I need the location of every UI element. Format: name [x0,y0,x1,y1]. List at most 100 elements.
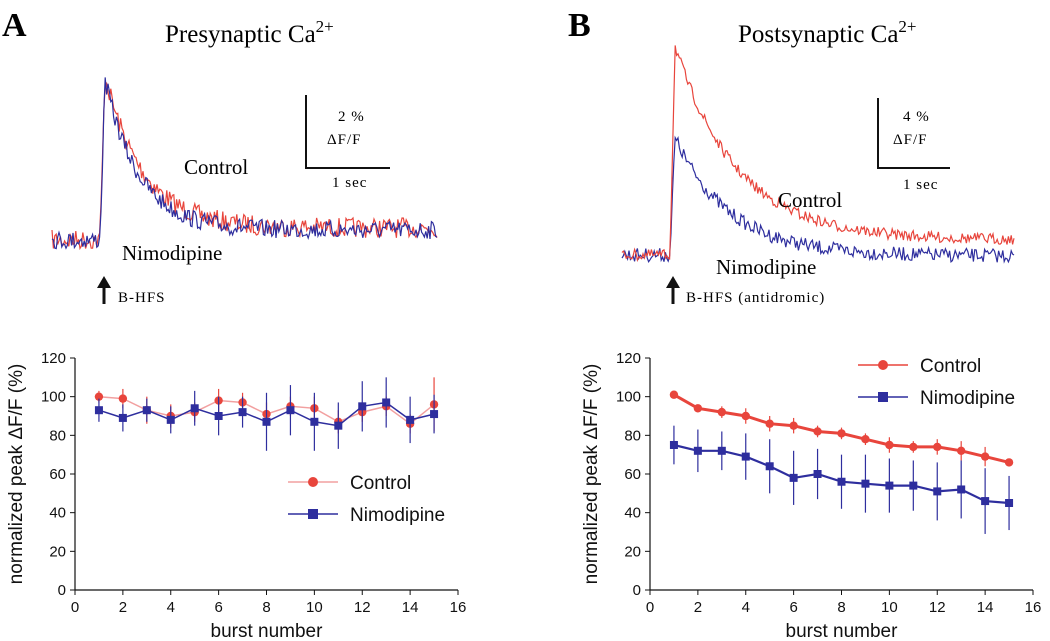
x-tick-label: 4 [167,599,175,616]
nimodipine-point [669,441,678,449]
y-tick-label: 100 [616,389,641,406]
trace-a-nimodipine [51,77,438,250]
control-point [909,442,918,452]
x-tick-label: 6 [214,599,222,616]
x-tick-label: 10 [306,599,323,616]
chart-a: 0 20 40 60 80 100 120 0 2 4 6 8 10 12 14 16 burst number… [6,350,466,641]
nimodipine-point [214,412,223,420]
control-point [94,392,104,401]
control-point [118,394,128,403]
nimodipine-point [358,402,367,411]
nimodipine-point [861,479,870,488]
control-point [693,404,703,413]
x-tick-label: 8 [262,599,270,616]
nimodipine-point [166,415,175,424]
y-tick-label: 80 [624,427,641,444]
panel-letter-a: A [2,7,27,44]
y-tick-label: 60 [624,466,641,483]
panel-b-title: Postsynaptic Ca2+ [738,17,917,48]
legend-marker-control [308,477,318,487]
up-arrow-icon [97,276,111,304]
scale-bar-unit-b: ΔF/F [893,132,928,148]
scale-bar-lines [305,95,390,169]
nimodipine-point [382,398,391,407]
x-tick-label: 16 [1025,599,1042,616]
nimodipine-point [262,417,271,426]
control-point [837,429,846,438]
x-tick-label: 4 [742,599,750,616]
x-axis-label: burst number [211,621,324,641]
control-point [933,442,942,452]
control-point [861,435,870,444]
nimodipine-point [957,485,966,494]
scale-bar-time: 1 sec [332,175,367,191]
nimodipine-point [430,410,439,419]
x-tick-label: 6 [789,599,797,616]
x-tick-label: 8 [837,599,845,616]
y-tick-label: 60 [49,466,66,483]
y-tick-label: 20 [624,543,641,560]
legend-label-control: Control [920,356,981,377]
nimodipine-point [286,406,295,415]
x-tick-label: 12 [354,599,371,616]
scale-bar-pct-b: 4 % [903,109,930,125]
x-tick-label: 16 [450,599,467,616]
panel-a-title-sup: 2+ [316,17,334,36]
nimodipine-point [789,473,798,482]
control-point [669,390,679,399]
nimodipine-point [94,406,103,415]
scale-bar-pct: 2 % [338,109,365,125]
y-tick-label: 100 [41,389,66,406]
panel-a-title-text: Presynaptic Ca [165,21,316,48]
panel-b-traces [621,45,1015,264]
nimodipine-point [406,415,415,424]
control-point [765,419,774,428]
panel-a-stim-label: B-HFS [118,290,166,306]
panel-b-title-sup: 2+ [898,17,916,36]
nimodipine-point [1005,499,1014,507]
nimodipine-point [717,446,726,455]
nimodipine-point [813,470,822,478]
panel-a-title: Presynaptic Ca2+ [165,17,334,48]
panel-a-traces [51,77,438,251]
trace-b-nimodipine [621,135,1015,264]
y-tick-label: 120 [41,350,66,367]
panel-b-scale-bar: 4 % ΔF/F 1 sec [877,98,950,193]
x-tick-label: 14 [977,599,994,616]
scale-bar-unit: ΔF/F [327,132,362,148]
x-tick-label: 14 [402,599,419,616]
nimodipine-point [693,446,702,455]
nimodipine-point [190,404,199,413]
x-tick-label: 10 [881,599,898,616]
nimodipine-point [981,497,990,506]
nimodipine-point [837,477,846,486]
control-point [789,421,798,430]
panel-a-label-control: Control [184,155,248,179]
control-point [1004,458,1014,467]
y-tick-label: 120 [616,350,641,367]
control-point [980,452,990,461]
nimodipine-point [909,481,918,490]
nimodipine-point [765,462,774,471]
y-tick-label: 0 [58,582,66,599]
scale-bar-lines-b [877,98,950,169]
y-tick-label: 0 [633,582,641,599]
panel-b-label-nimodipine: Nimodipine [716,255,816,279]
nimodipine-point [310,417,319,426]
nimodipine-point [741,452,750,461]
legend-label-control: Control [350,473,411,494]
nimodipine-point [238,408,247,417]
nimodipine-point [334,421,343,430]
control-point [813,427,822,436]
panel-b-stim-label: B-HFS (antidromic) [686,290,825,306]
y-tick-label: 80 [49,427,66,444]
control-point [741,411,750,421]
nimodipine-point [885,481,894,490]
y-axis-label: normalized peak ΔF/F (%) [6,364,27,585]
legend-marker-control [878,360,888,370]
trace-b-control [621,45,1015,263]
nimodipine-point [933,487,942,496]
nimodipine-point [118,413,127,422]
panel-a-scale-bar: 2 % ΔF/F 1 sec [305,95,390,191]
